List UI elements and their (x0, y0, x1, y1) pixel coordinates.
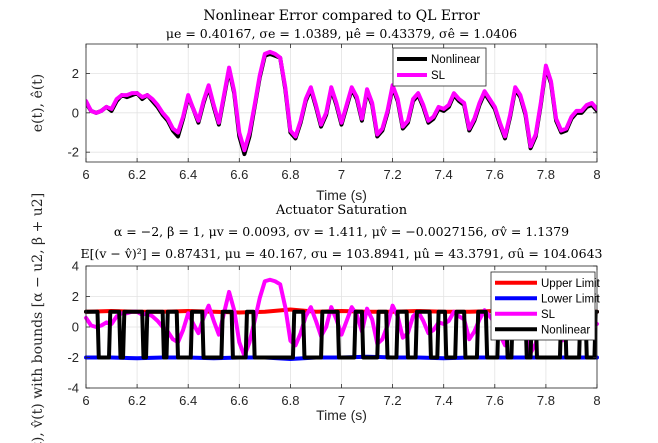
y-tick-label: -2 (67, 145, 79, 160)
y-tick-label: 0 (72, 320, 79, 335)
x-tick-label: 7.4 (435, 167, 453, 182)
x-tick-label: 7.4 (435, 393, 453, 408)
chart-subtitle: μe = 0.40167, σe = 1.0389, μê = 0.43379,… (166, 26, 517, 41)
y-axis-label: v(t), v̂(t) with bounds [α − u2, β + u2] (30, 193, 46, 443)
legend-entry-label: Nonlinear (541, 324, 590, 336)
x-tick-label: 7.2 (384, 393, 402, 408)
x-tick-label: 6.6 (230, 393, 248, 408)
series-group (86, 49, 597, 157)
x-tick-label: 7.8 (537, 393, 555, 408)
x-tick-label: 6.4 (179, 167, 197, 182)
chart-subtitle-2: E[(v − v̂)²] = 0.87431, μu = 40.167, σu … (81, 246, 603, 261)
y-tick-label: -2 (67, 350, 79, 365)
x-tick-label: 6 (82, 393, 89, 408)
series-line-sl (86, 49, 597, 153)
x-tick-label: 7.2 (384, 167, 402, 182)
y-axis-label: e(t), ê(t) (30, 74, 46, 133)
legend-box (392, 47, 487, 87)
legend-entry-label: SL (431, 70, 446, 82)
legend: Nonlinear SL (392, 47, 487, 87)
x-tick-label: 7.8 (537, 167, 555, 182)
x-tick-label: 6.8 (281, 393, 299, 408)
y-tick-label: 4 (72, 259, 79, 274)
x-tick-label: 7 (338, 393, 345, 408)
chart-subtitle: α = −2, β = 1, μv = 0.0093, σv = 1.411, … (114, 224, 569, 239)
legend-entry-label: Nonlinear (431, 54, 480, 66)
x-tick-label: 6.6 (230, 167, 248, 182)
legend-entry-label: Lower Limit (541, 293, 601, 305)
x-tick-label: 8 (593, 167, 600, 182)
y-tick-label: 0 (72, 105, 79, 120)
series-line-nonlinear (84, 309, 599, 360)
x-tick-label: 8 (593, 393, 600, 408)
y-tick-label: 2 (72, 289, 79, 304)
x-tick-label: 6.2 (128, 167, 146, 182)
legend-entry-label: Upper Limit (541, 278, 601, 290)
chart-panel-2: 6 6.2 6.4 6.6 6.8 7 7.2 7.4 7.6 7.8 8 -4 -2 0 2 4 Actuat… (30, 193, 603, 443)
legend-entry-label: SL (541, 309, 556, 321)
x-axis-label: Time (s) (316, 407, 367, 423)
x-tick-label: 7 (338, 167, 345, 182)
x-tick-label: 7.6 (486, 393, 504, 408)
chart-title: Nonlinear Error compared to QL Error (203, 8, 480, 24)
x-tick-label: 6.4 (179, 393, 197, 408)
y-tick-label: -4 (67, 381, 79, 396)
chart-title: Actuator Saturation (275, 203, 408, 218)
legend: Upper Limit Lower Limit SL Nonlinear (490, 271, 601, 341)
x-tick-label: 6.8 (281, 167, 299, 182)
x-tick-label: 6.2 (128, 393, 146, 408)
y-tick-label: 2 (72, 66, 79, 81)
x-tick-label: 7.6 (486, 167, 504, 182)
chart-panel-1: 6 6.2 6.4 6.6 6.8 7 7.2 7.4 7.6 7.8 8 -2 0 2 Nonlinear… (30, 8, 601, 203)
x-axis-label: Time (s) (316, 187, 367, 203)
x-tick-label: 6 (82, 167, 89, 182)
